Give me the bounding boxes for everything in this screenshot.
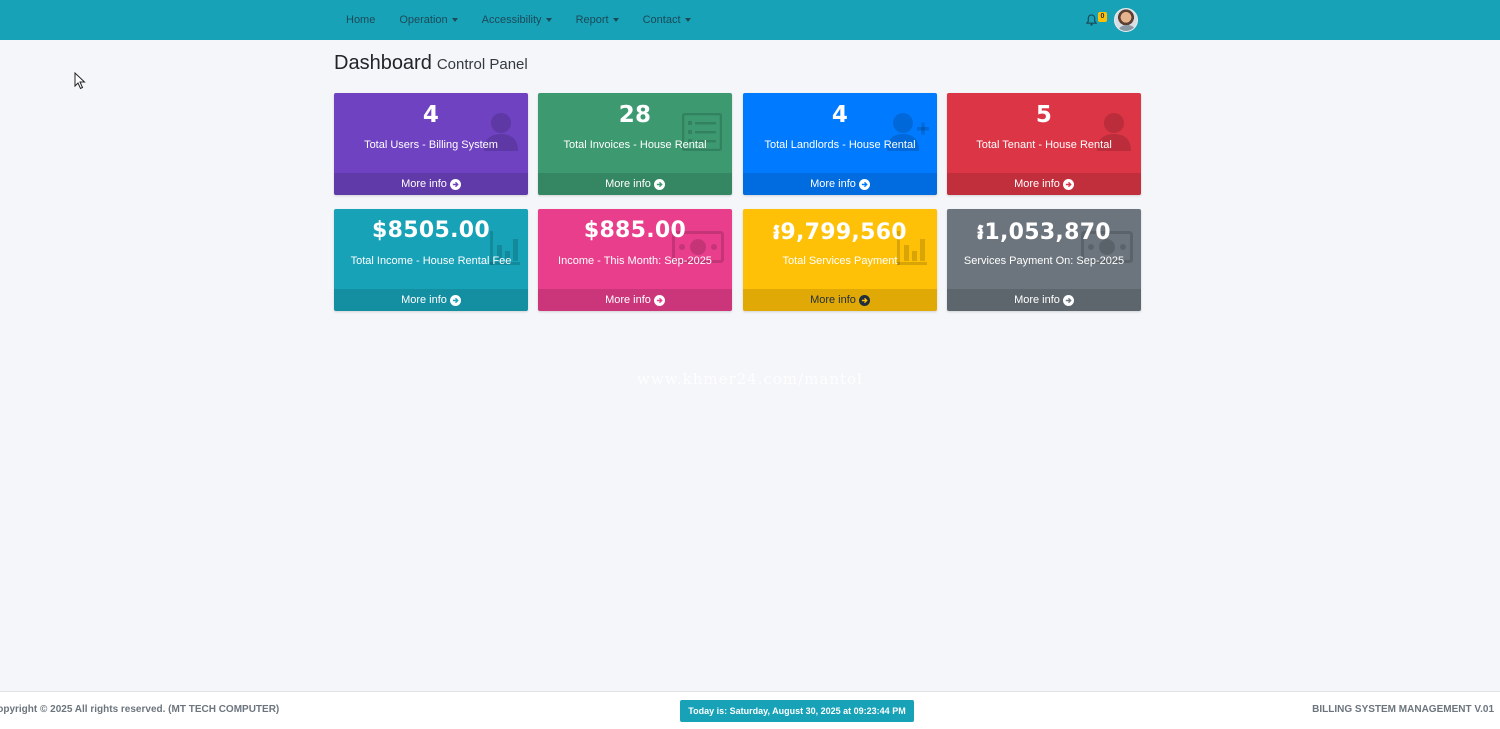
page-subtitle: Control Panel <box>436 56 528 73</box>
info-box-value: 4 <box>422 102 440 128</box>
bar-chart-icon <box>490 231 520 265</box>
info-box-label: Total Users - Billing System <box>364 139 498 151</box>
info-box-total-users: 4 Total Users - Billing System More info <box>334 93 528 195</box>
info-box-total-invoices: 28 Total Invoices - House Rental More in… <box>538 93 732 195</box>
nav-home[interactable]: Home <box>334 14 387 26</box>
info-box-label: Services Payment On: Sep-2025 <box>963 255 1125 267</box>
user-icon <box>484 113 518 151</box>
page-footer: Copyright © 2025 All rights reserved. (M… <box>0 691 1500 729</box>
caret-down-icon <box>451 18 458 22</box>
list-icon <box>682 113 722 151</box>
notifications-button[interactable]: 0 <box>1086 12 1107 28</box>
info-box-value: $885.00 <box>583 218 687 243</box>
nav-contact-label: Contact <box>642 14 681 26</box>
more-info-label: More info <box>810 294 856 306</box>
more-info-link[interactable]: More info <box>947 289 1141 311</box>
more-info-link[interactable]: More info <box>334 173 528 195</box>
info-box-value: $8505.00 <box>372 218 490 243</box>
nav-accessibility-label: Accessibility <box>481 14 542 26</box>
nav-right: 0 <box>1086 5 1138 35</box>
more-info-link[interactable]: More info <box>538 173 732 195</box>
watermark: www.khmer24.com/mantol <box>637 370 863 388</box>
info-box-label: Total Landlords - House Rental <box>764 139 916 151</box>
today-date-badge: Today is: Saturday, August 30, 2025 at 0… <box>680 700 914 722</box>
info-box-total-services-payment: ៛9,799,560 Total Services Payment More i… <box>743 209 937 311</box>
info-box-value: 4 <box>831 102 849 128</box>
more-info-label: More info <box>605 294 651 306</box>
caret-down-icon <box>545 18 552 22</box>
more-info-label: More info <box>810 178 856 190</box>
bar-chart-icon <box>897 231 927 265</box>
nav-report[interactable]: Report <box>564 14 631 26</box>
info-box-total-tenant: 5 Total Tenant - House Rental More info <box>947 93 1141 195</box>
mouse-cursor-icon <box>74 72 86 90</box>
page-title: Dashboard Control Panel <box>334 52 528 75</box>
info-box-services-payment-month: ៛1,053,870 Services Payment On: Sep-2025… <box>947 209 1141 311</box>
more-info-label: More info <box>1014 178 1060 190</box>
more-info-link[interactable]: More info <box>334 289 528 311</box>
info-box-value: ៛1,053,870 <box>977 220 1111 245</box>
money-icon <box>672 231 724 263</box>
arrow-circle-right-icon <box>449 294 461 306</box>
info-box-total-income: $8505.00 Total Income - House Rental Fee… <box>334 209 528 311</box>
notification-badge: 0 <box>1098 12 1107 22</box>
top-navbar: Home Operation Accessibility Report Cont… <box>0 0 1500 40</box>
info-box-label: Total Services Payment <box>782 255 898 267</box>
arrow-circle-right-icon <box>858 178 870 190</box>
info-box-label: Income - This Month: Sep-2025 <box>558 255 712 267</box>
info-box-total-landlords: 4 Total Landlords - House Rental More in… <box>743 93 937 195</box>
nav-home-label: Home <box>346 14 376 26</box>
user-icon <box>1097 113 1131 151</box>
copyright-text: Copyright © 2025 All rights reserved. (M… <box>0 704 280 715</box>
user-avatar[interactable] <box>1114 8 1138 32</box>
nav-report-label: Report <box>575 14 609 26</box>
info-box-value: 5 <box>1035 102 1053 128</box>
nav-operation[interactable]: Operation <box>387 14 469 26</box>
arrow-circle-right-icon <box>858 294 870 306</box>
info-box-value: 28 <box>618 102 652 128</box>
caret-down-icon <box>612 18 619 22</box>
nav-operation-label: Operation <box>399 14 448 26</box>
arrow-circle-right-icon <box>449 178 461 190</box>
bell-icon <box>1086 14 1097 26</box>
arrow-circle-right-icon <box>1062 294 1074 306</box>
more-info-link[interactable]: More info <box>743 289 937 311</box>
more-info-link[interactable]: More info <box>743 173 937 195</box>
arrow-circle-right-icon <box>653 294 665 306</box>
page-title-main: Dashboard <box>334 52 432 74</box>
info-box-label: Total Tenant - House Rental <box>976 139 1112 151</box>
info-box-label: Total Invoices - House Rental <box>563 139 707 151</box>
nav-contact[interactable]: Contact <box>631 14 703 26</box>
more-info-label: More info <box>401 178 447 190</box>
more-info-link[interactable]: More info <box>947 173 1141 195</box>
more-info-link[interactable]: More info <box>538 289 732 311</box>
more-info-label: More info <box>401 294 447 306</box>
caret-down-icon <box>684 18 691 22</box>
info-box-income-this-month: $885.00 Income - This Month: Sep-2025 Mo… <box>538 209 732 311</box>
main-menu: Home Operation Accessibility Report Cont… <box>334 0 703 40</box>
arrow-circle-right-icon <box>653 178 665 190</box>
arrow-circle-right-icon <box>1062 178 1074 190</box>
user-plus-icon <box>887 113 929 151</box>
more-info-label: More info <box>1014 294 1060 306</box>
more-info-label: More info <box>605 178 651 190</box>
version-text: BILLING SYSTEM MANAGEMENT V.01 <box>1312 704 1494 715</box>
info-box-label: Total Income - House Rental Fee <box>350 255 512 267</box>
info-box-value: ៛9,799,560 <box>773 220 907 245</box>
money-icon <box>1081 231 1133 263</box>
nav-accessibility[interactable]: Accessibility <box>470 14 564 26</box>
